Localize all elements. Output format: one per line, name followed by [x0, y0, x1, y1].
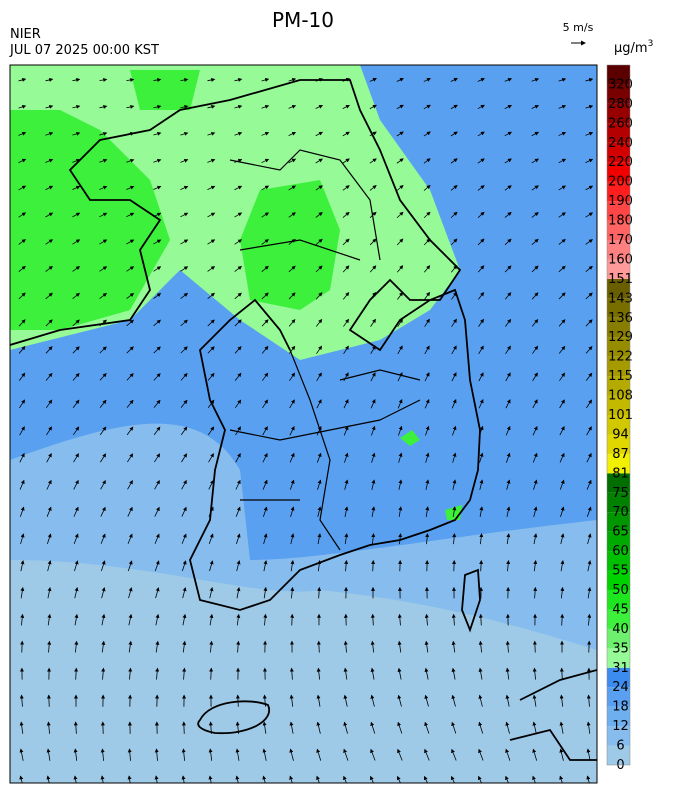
colorbar-label: 160: [608, 252, 633, 267]
wind-arrow: [238, 695, 239, 706]
colorbar-label: 129: [608, 330, 633, 345]
colorbar-label: 65: [612, 525, 629, 540]
colorbar-label: 151: [608, 272, 633, 287]
colorbar-label: 136: [608, 311, 633, 326]
colorbar-label: 50: [612, 583, 629, 598]
colorbar-label: 122: [608, 350, 633, 365]
colorbar-label: 240: [608, 136, 633, 151]
colorbar-label: 70: [612, 505, 629, 520]
colorbar-label: 101: [608, 408, 633, 423]
colorbar-label: 94: [612, 427, 629, 442]
colorbar-label: 40: [612, 622, 629, 637]
title: PM-10: [272, 8, 334, 32]
colorbar-label: 108: [608, 389, 633, 404]
colorbar-label: 18: [612, 700, 629, 715]
colorbar-label: 12: [612, 719, 629, 734]
colorbar-label: 75: [612, 486, 629, 501]
colorbar-label: 81: [612, 466, 629, 481]
colorbar-label: 60: [612, 544, 629, 559]
wind-arrow: [211, 668, 212, 679]
colorbar-label: 143: [608, 291, 633, 306]
colorbar-label: 260: [608, 116, 633, 131]
colorbar-label: 24: [612, 680, 629, 695]
colorbar-label: 170: [608, 233, 633, 248]
colorbar: 0 6 12 18 24 31 35 40 45 50 55 60 65 70 75 81 87 94 101 108…: [607, 65, 633, 773]
pm-40-area: [130, 70, 200, 110]
colorbar-label: 55: [612, 564, 629, 579]
colorbar-label: 45: [612, 602, 629, 617]
map: [10, 65, 597, 788]
datetime: JUL 07 2025 00:00 KST: [9, 43, 159, 58]
colorbar-label: 190: [608, 194, 633, 209]
colorbar-label: 320: [608, 77, 633, 92]
colorbar-label: 31: [612, 661, 629, 676]
colorbar-label: 280: [608, 97, 633, 112]
colorbar-label: 180: [608, 214, 633, 229]
wind-arrow: [535, 641, 536, 652]
source: NIER: [10, 27, 41, 42]
colorbar-label: 115: [608, 369, 633, 384]
wind-scale-label: 5 m/s: [563, 21, 594, 34]
colorbar-label: 6: [616, 739, 624, 754]
unit: μg/m3: [614, 39, 653, 56]
colorbar-label: 0: [616, 758, 624, 773]
colorbar-label: 220: [608, 155, 633, 170]
wind-arrow: [184, 722, 185, 734]
colorbar-label: 35: [612, 641, 629, 656]
colorbar-label: 200: [608, 175, 633, 190]
wind-arrow: [292, 615, 293, 626]
colorbar-label: 87: [612, 447, 629, 462]
